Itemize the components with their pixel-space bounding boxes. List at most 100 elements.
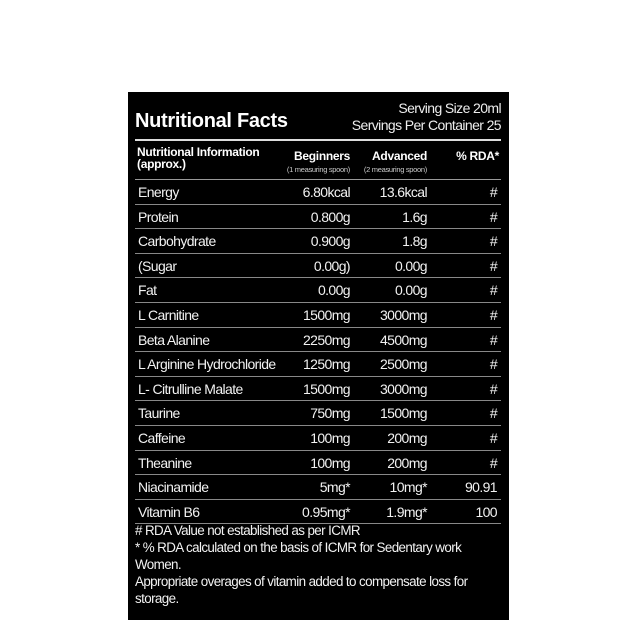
row-divider: [135, 474, 501, 476]
cell-advanced: 1.9mg*: [386, 503, 427, 520]
divider: [135, 139, 501, 141]
cell-advanced: 3000mg: [380, 307, 428, 323]
row-divider: [135, 326, 501, 328]
row-divider: [135, 400, 501, 402]
row-divider: [135, 252, 501, 254]
cell-rda: #: [489, 331, 498, 348]
cell-rda: #: [489, 356, 498, 373]
table-row: Carbohydrate 0.900g 1.8g #: [128, 229, 509, 254]
cell-beginners: 0.00g: [317, 282, 351, 299]
cell-beginners: 750mg: [310, 405, 350, 422]
header-advanced: Advanced (2 measuring spoon): [364, 149, 427, 174]
table-row: Vitamin B6 0.95mg* 1.9mg* 100: [128, 500, 509, 525]
cell-beginners: 1500mg: [303, 380, 351, 397]
table-row: L- Citrulline Malate 1500mg 3000mg #: [128, 377, 509, 402]
cell-advanced: 2500mg: [380, 356, 428, 373]
cell-rda: #: [489, 257, 498, 274]
header-info-sub: (approx.): [137, 157, 186, 171]
serving-info: Serving Size 20ml Servings Per Container…: [351, 100, 502, 134]
row-divider: [135, 498, 501, 500]
divider: [135, 179, 501, 180]
cell-name: Niacinamide: [138, 479, 209, 496]
cell-advanced: 1500mg: [380, 405, 428, 422]
row-divider: [135, 523, 501, 525]
header-rda: % RDA*: [456, 149, 499, 163]
cell-name: Protein: [138, 208, 179, 225]
page-title: Nutritional Facts: [135, 110, 288, 132]
header-beginners-label: Beginners: [294, 149, 350, 163]
cell-beginners: 0.00g): [313, 257, 351, 274]
cell-name: Beta Alanine: [138, 331, 210, 348]
cell-advanced: 1.8g: [402, 233, 427, 250]
cell-advanced: 200mg: [387, 430, 427, 446]
cell-beginners: 100mg: [310, 430, 350, 446]
cell-name: Energy: [138, 184, 179, 200]
row-divider: [135, 301, 501, 303]
table-row: Protein 0.800g 1.6g #: [128, 205, 509, 230]
cell-name: Theanine: [138, 454, 192, 471]
cell-name: Fat: [138, 282, 157, 299]
table-row: Caffeine 100mg 200mg #: [128, 426, 509, 451]
cell-advanced: 200mg: [387, 454, 427, 471]
cell-rda: #: [489, 233, 498, 250]
header-info-label: Nutritional Information: [137, 145, 260, 159]
table-row: Energy 6.80kcal 13.6kcal #: [128, 180, 509, 205]
cell-beginners: 0.900g: [310, 233, 351, 250]
header-beginners: Beginners (1 measuring spoon): [287, 149, 350, 174]
cell-name: Caffeine: [138, 430, 186, 446]
cell-advanced: 10mg*: [389, 479, 428, 496]
cell-advanced: 0.00g: [394, 282, 428, 299]
cell-advanced: 1.6g: [402, 208, 427, 225]
row-divider: [135, 351, 501, 353]
cell-name: L Carnitine: [138, 307, 199, 323]
row-divider: [135, 424, 501, 426]
row-divider: [135, 375, 501, 377]
cell-advanced: 3000mg: [380, 380, 428, 397]
cell-name: L- Citrulline Malate: [138, 380, 243, 397]
cell-rda: #: [489, 454, 498, 471]
row-divider: [135, 203, 501, 205]
footnote: Appropriate overages of vitamin added to…: [135, 574, 468, 606]
serving-size: Serving Size 20ml: [398, 100, 501, 116]
cell-rda: #: [489, 282, 498, 299]
cell-beginners: 1500mg: [303, 307, 351, 323]
row-divider: [135, 449, 501, 451]
table-header: Nutritional Information (approx.) Beginn…: [128, 146, 509, 178]
table-row: Theanine 100mg 200mg #: [128, 451, 509, 476]
cell-beginners: 6.80kcal: [302, 184, 351, 200]
table-row: Niacinamide 5mg* 10mg* 90.91: [128, 475, 509, 500]
cell-rda: #: [489, 307, 498, 323]
footnote: * % RDA calculated on the basis of ICMR …: [135, 540, 462, 572]
cell-advanced: 13.6kcal: [379, 184, 428, 200]
cell-beginners: 5mg*: [319, 479, 351, 496]
table-row: Beta Alanine 2250mg 4500mg #: [128, 328, 509, 353]
table-row: L Arginine Hydrochloride 1250mg 2500mg #: [128, 352, 509, 377]
row-divider: [135, 277, 501, 279]
header-info: Nutritional Information (approx.): [137, 145, 260, 171]
cell-advanced: 0.00g: [394, 257, 428, 274]
servings-per-container: Servings Per Container 25: [351, 117, 502, 133]
header-advanced-label: Advanced: [372, 149, 427, 163]
cell-rda: #: [489, 430, 498, 446]
cell-rda: 100: [475, 503, 497, 520]
cell-rda: #: [489, 380, 498, 397]
table-row: Fat 0.00g 0.00g #: [128, 278, 509, 303]
header-advanced-sub: (2 measuring spoon): [363, 165, 427, 174]
table-row: L Carnitine 1500mg 3000mg #: [128, 303, 509, 328]
cell-name: Taurine: [138, 405, 180, 422]
table-row: (Sugar 0.00g) 0.00g #: [128, 254, 509, 279]
footnotes: # RDA Value not established as per ICMR …: [135, 522, 509, 607]
cell-name: Carbohydrate: [138, 233, 216, 250]
cell-advanced: 4500mg: [380, 331, 428, 348]
row-divider: [135, 228, 501, 230]
cell-rda: #: [489, 405, 498, 422]
cell-rda: #: [489, 184, 498, 200]
cell-beginners: 0.95mg*: [302, 503, 351, 520]
cell-name: Vitamin B6: [138, 503, 200, 520]
cell-beginners: 0.800g: [310, 208, 351, 225]
cell-beginners: 1250mg: [303, 356, 351, 373]
cell-name: L Arginine Hydrochloride: [138, 356, 276, 373]
cell-beginners: 100mg: [310, 454, 350, 471]
header-rda-label: % RDA*: [456, 149, 499, 163]
header-beginners-sub: (1 measuring spoon): [286, 165, 350, 174]
